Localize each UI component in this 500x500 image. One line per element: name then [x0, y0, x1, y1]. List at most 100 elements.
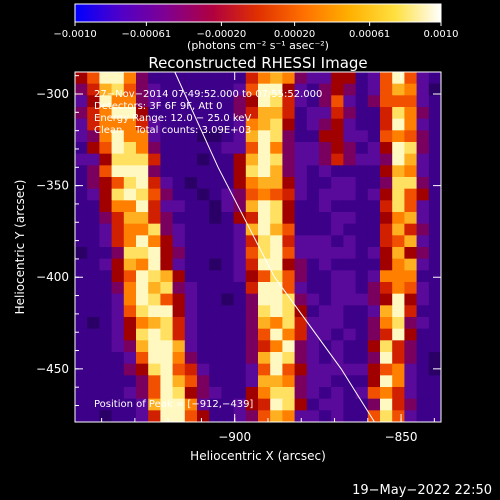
- heatmap-cell: [136, 387, 149, 400]
- heatmap-cell: [428, 282, 441, 295]
- heatmap-cell: [343, 118, 357, 131]
- heatmap-cell: [197, 305, 210, 318]
- heatmap-cell: [392, 340, 405, 353]
- heatmap-cell: [258, 177, 271, 190]
- heatmap-cell: [355, 270, 369, 283]
- heatmap-cell: [258, 270, 271, 283]
- heatmap-cell: [270, 188, 283, 201]
- heatmap-cell: [392, 223, 405, 236]
- heatmap-cell: [209, 118, 222, 131]
- heatmap-cell: [123, 340, 137, 353]
- heatmap-cell: [380, 363, 393, 376]
- heatmap-cell: [111, 270, 125, 283]
- heatmap-cell: [331, 305, 344, 318]
- heatmap-cell: [172, 293, 186, 306]
- heatmap-cell: [197, 270, 210, 283]
- heatmap-cell: [404, 107, 418, 120]
- heatmap-cell: [245, 107, 259, 120]
- heatmap-cell: [245, 363, 259, 376]
- heatmap-cell: [404, 83, 418, 96]
- heatmap-cell: [319, 282, 332, 295]
- heatmap-cell: [416, 293, 430, 306]
- heatmap-cell: [172, 258, 186, 271]
- heatmap-cell: [306, 118, 320, 131]
- heatmap-cell: [367, 293, 381, 306]
- heatmap-cell: [148, 223, 161, 236]
- heatmap-cell: [270, 142, 283, 155]
- heatmap-cell: [282, 118, 296, 131]
- heatmap-cell: [404, 118, 418, 131]
- heatmap-cell: [75, 247, 88, 260]
- heatmap-cell: [306, 72, 320, 85]
- heatmap-cell: [306, 188, 320, 201]
- heatmap-cell: [428, 258, 441, 271]
- heatmap-cell: [343, 282, 357, 295]
- heatmap-cell: [245, 398, 259, 411]
- heatmap-cell: [306, 317, 320, 330]
- heatmap-cell: [258, 258, 271, 271]
- heatmap-cell: [87, 142, 100, 155]
- heatmap-cell: [123, 130, 137, 143]
- heatmap-cell: [428, 305, 441, 318]
- heatmap-cell: [380, 375, 393, 388]
- heatmap-cell: [172, 352, 186, 365]
- heatmap-cell: [380, 293, 393, 306]
- heatmap-cell: [233, 410, 247, 422]
- heatmap-cell: [123, 258, 137, 271]
- heatmap-cell: [319, 83, 332, 96]
- heatmap-cell: [123, 282, 137, 295]
- heatmap-cell: [172, 83, 186, 96]
- heatmap-cell: [209, 375, 222, 388]
- heatmap-cell: [184, 200, 198, 213]
- heatmap-cell: [221, 375, 235, 388]
- heatmap-cell: [355, 177, 369, 190]
- heatmap-cell: [87, 212, 100, 225]
- heatmap-cell: [99, 293, 113, 306]
- heatmap-cell: [233, 223, 247, 236]
- annotation-time-range: 27−Nov−2014 07:49:52.000 to 07:55:52.000: [94, 89, 322, 100]
- heatmap-cell: [99, 340, 113, 353]
- colorbar-unit-label: (photons cm⁻² s⁻¹ asec⁻²): [187, 39, 329, 52]
- heatmap-cell: [197, 410, 210, 422]
- heatmap-cell: [136, 95, 149, 108]
- heatmap-cell: [355, 340, 369, 353]
- heatmap-cell: [233, 270, 247, 283]
- heatmap-cell: [184, 270, 198, 283]
- heatmap-cell: [160, 352, 174, 365]
- heatmap-cell: [99, 317, 113, 330]
- heatmap-cell: [75, 293, 88, 306]
- heatmap-cell: [294, 95, 308, 108]
- heatmap-cell: [404, 153, 418, 166]
- heatmap-cell: [428, 212, 441, 225]
- heatmap-cell: [404, 223, 418, 236]
- heatmap-cell: [380, 270, 393, 283]
- heatmap-cell: [404, 200, 418, 213]
- heatmap-cell: [355, 375, 369, 388]
- heatmap-cell: [209, 305, 222, 318]
- heatmap-cell: [245, 258, 259, 271]
- colorbar-tick-label: 0.0010: [424, 29, 459, 40]
- heatmap-cell: [75, 153, 88, 166]
- heatmap-cell: [270, 340, 283, 353]
- heatmap-cell: [136, 328, 149, 341]
- heatmap-cell: [282, 410, 296, 422]
- heatmap-cell: [123, 165, 137, 178]
- heatmap-cell: [245, 200, 259, 213]
- heatmap-cell: [172, 212, 186, 225]
- heatmap-cell: [172, 223, 186, 236]
- heatmap-cell: [99, 153, 113, 166]
- heatmap-cell: [233, 363, 247, 376]
- heatmap-cell: [87, 118, 100, 131]
- heatmap-cell: [416, 130, 430, 143]
- x-tick-label: −900: [218, 430, 251, 444]
- heatmap-cell: [294, 177, 308, 190]
- heatmap-cell: [209, 270, 222, 283]
- heatmap-cell: [209, 247, 222, 260]
- heatmap-cell: [87, 328, 100, 341]
- heatmap-cell: [123, 328, 137, 341]
- heatmap-cell: [209, 83, 222, 96]
- heatmap-cell: [331, 177, 344, 190]
- heatmap-cell: [209, 142, 222, 155]
- heatmap-cell: [306, 130, 320, 143]
- heatmap-cell: [306, 305, 320, 318]
